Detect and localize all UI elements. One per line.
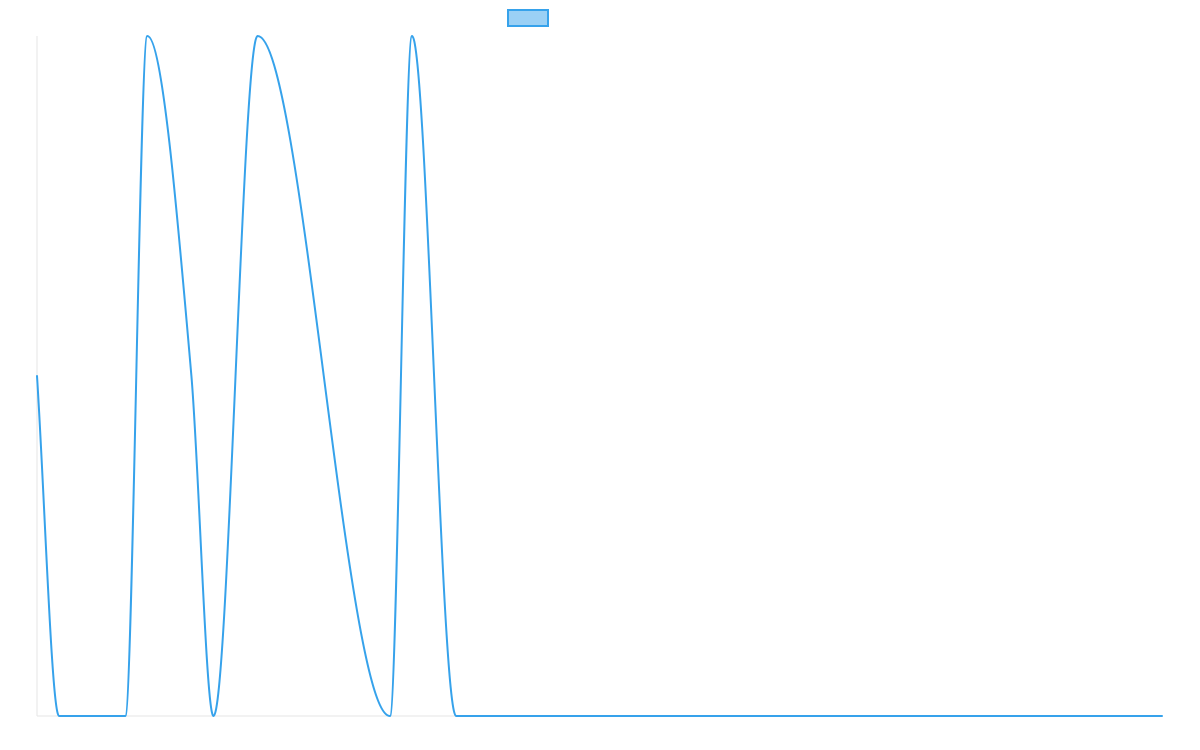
- series-layer: [36, 35, 1163, 718]
- axes: [36, 36, 1162, 717]
- series-line-0: [36, 35, 1163, 718]
- legend: [507, 9, 549, 27]
- legend-swatch[interactable]: [507, 9, 549, 27]
